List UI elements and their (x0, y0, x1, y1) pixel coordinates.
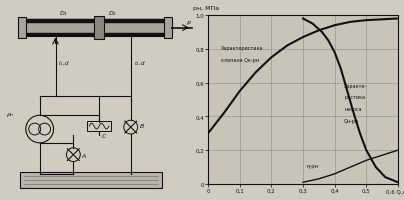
Text: ристика: ристика (344, 95, 365, 100)
Text: $D_1$: $D_1$ (59, 9, 68, 18)
Text: $\rho_\text{н}$: $\rho_\text{н}$ (6, 111, 15, 119)
Text: насоса: насоса (344, 107, 362, 112)
Text: рн, МПа: рн, МПа (193, 6, 219, 11)
Text: $l_1, d$: $l_1, d$ (59, 59, 71, 68)
Bar (87, 122, 111, 131)
Bar (20, 173, 162, 188)
Text: Qн-рн: Qн-рн (344, 118, 359, 123)
Bar (94, 17, 104, 40)
Bar (18, 18, 26, 39)
Text: $A$: $A$ (81, 151, 87, 159)
Bar (164, 18, 172, 39)
Text: $D_2$: $D_2$ (108, 9, 118, 18)
Bar (24, 33, 166, 37)
Bar (24, 20, 166, 24)
Text: $B$: $B$ (139, 121, 145, 129)
Text: $P$: $P$ (186, 19, 192, 27)
Text: $l_2, d$: $l_2, d$ (134, 59, 146, 68)
Bar (24, 20, 166, 37)
Text: Характе-: Характе- (344, 83, 367, 88)
Text: Характеристика: Характеристика (221, 46, 263, 51)
Text: η-рн: η-рн (306, 163, 318, 168)
Text: клапана Qк-рн: клапана Qк-рн (221, 58, 259, 63)
Text: $C$: $C$ (101, 131, 107, 139)
